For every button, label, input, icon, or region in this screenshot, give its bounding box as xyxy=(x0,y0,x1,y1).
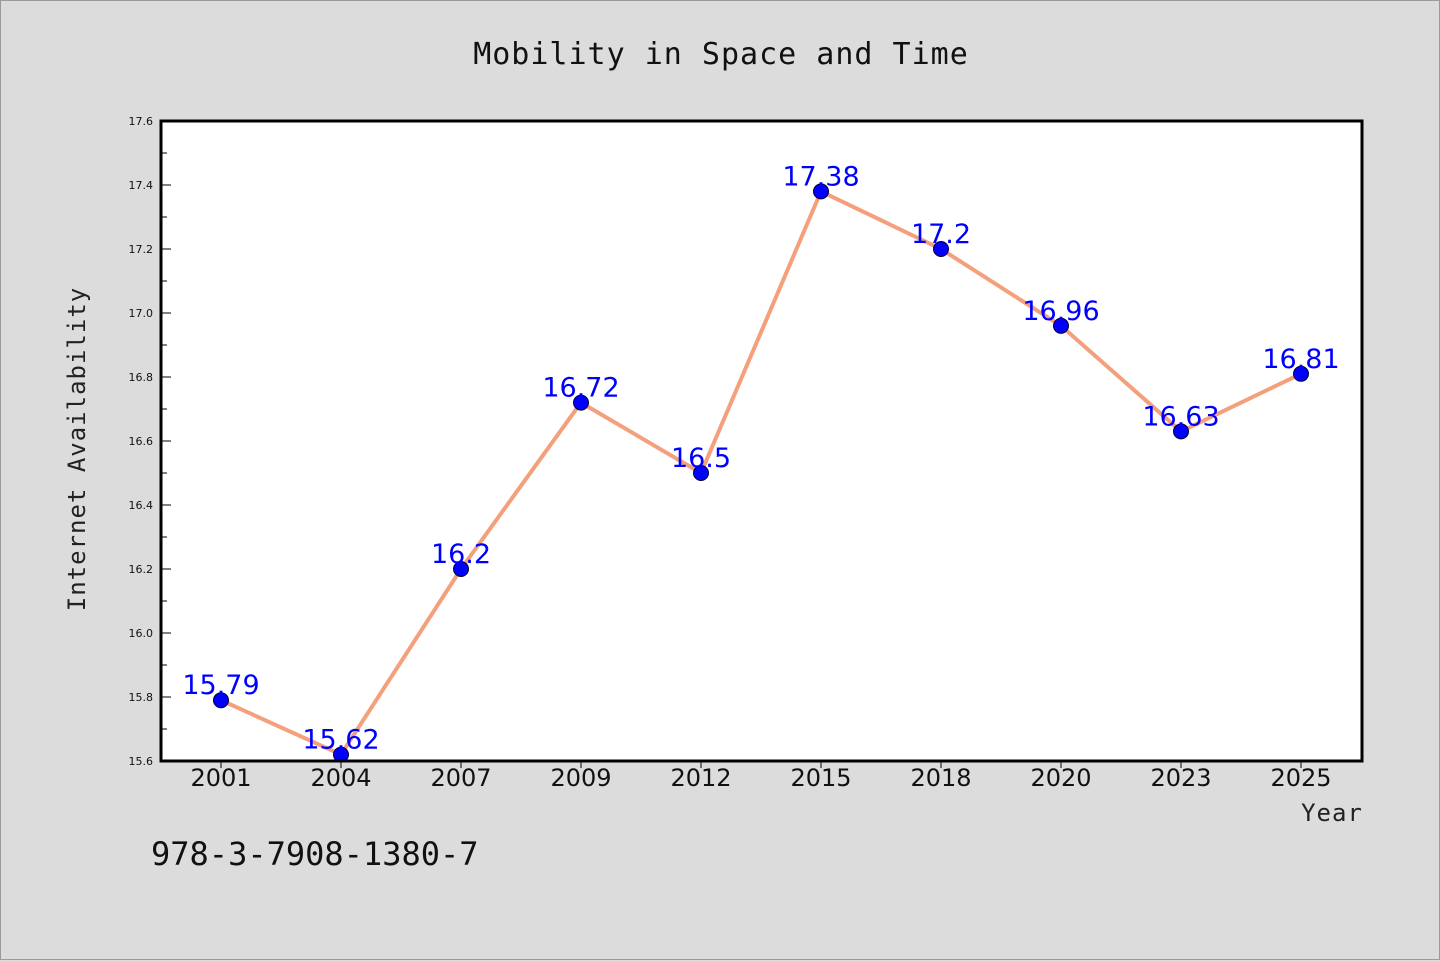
data-label: 16.2 xyxy=(431,539,491,570)
y-tick-label: 17.6 xyxy=(129,115,154,128)
y-axis-label: Internet Availability xyxy=(63,287,91,611)
data-point xyxy=(453,561,469,577)
x-tick-label: 2009 xyxy=(550,764,611,792)
data-point xyxy=(693,465,709,481)
data-label: 15.62 xyxy=(302,725,379,756)
y-tick-label: 16.0 xyxy=(129,627,154,640)
x-tick-label: 2007 xyxy=(430,764,491,792)
data-point xyxy=(573,394,589,411)
plot-frame xyxy=(159,119,1364,763)
data-label: 16.81 xyxy=(1262,344,1339,375)
data-label: 16.72 xyxy=(542,373,619,404)
x-tick-label: 2012 xyxy=(670,764,731,792)
y-tick-label: 16.8 xyxy=(129,371,154,384)
y-tick-label: 17.0 xyxy=(129,307,154,320)
x-tick-label: 2025 xyxy=(1270,764,1331,792)
x-tick-label: 2023 xyxy=(1150,764,1211,792)
series-line-group xyxy=(219,189,1303,757)
x-tick-label: 2018 xyxy=(910,764,971,792)
data-point xyxy=(1053,317,1069,334)
plot-area xyxy=(161,121,1362,761)
data-point xyxy=(1293,365,1309,382)
y-tick-label: 17.2 xyxy=(129,243,154,256)
data-point xyxy=(813,183,829,200)
y-tick-label: 16.4 xyxy=(129,499,154,512)
data-point xyxy=(933,241,949,257)
data-label: 16.63 xyxy=(1142,401,1219,432)
data-label: 16.5 xyxy=(671,443,731,474)
data-label: 17.38 xyxy=(782,161,859,192)
x-axis-ticks: 2001 2004 2007 2009 2012 2015 2018 2020 2023 2025 xyxy=(190,761,1332,792)
x-axis-label: Year xyxy=(1301,799,1363,827)
x-tick-label: 2001 xyxy=(190,764,251,792)
data-label: 15.79 xyxy=(182,670,259,701)
data-label: 16.96 xyxy=(1022,296,1099,327)
data-point xyxy=(1173,423,1189,440)
y-tick-label: 15.6 xyxy=(129,755,154,768)
y-tick-label: 16.2 xyxy=(129,563,154,576)
data-labels: 15.79 15.62 16.2 16.72 16.5 17.38 17.2 16.96 16.… xyxy=(182,161,1339,755)
y-axis-ticks: 15.6 15.8 16.0 16.2 16.4 16.6 16.8 17.0 17.2 17.4… xyxy=(129,115,171,768)
x-tick-label: 2004 xyxy=(310,764,371,792)
data-point xyxy=(213,692,229,709)
isbn-annotation: 978-3-7908-1380-7 xyxy=(151,835,479,873)
series-line xyxy=(219,189,1303,757)
y-tick-label: 15.8 xyxy=(129,691,154,704)
data-points xyxy=(213,183,1309,763)
x-tick-label: 2020 xyxy=(1030,764,1091,792)
y-tick-label: 16.6 xyxy=(129,435,154,448)
x-tick-label: 2015 xyxy=(790,764,851,792)
data-label: 17.2 xyxy=(911,219,971,250)
y-tick-label: 17.4 xyxy=(129,179,154,192)
chart-title: Mobility in Space and Time xyxy=(473,37,969,72)
